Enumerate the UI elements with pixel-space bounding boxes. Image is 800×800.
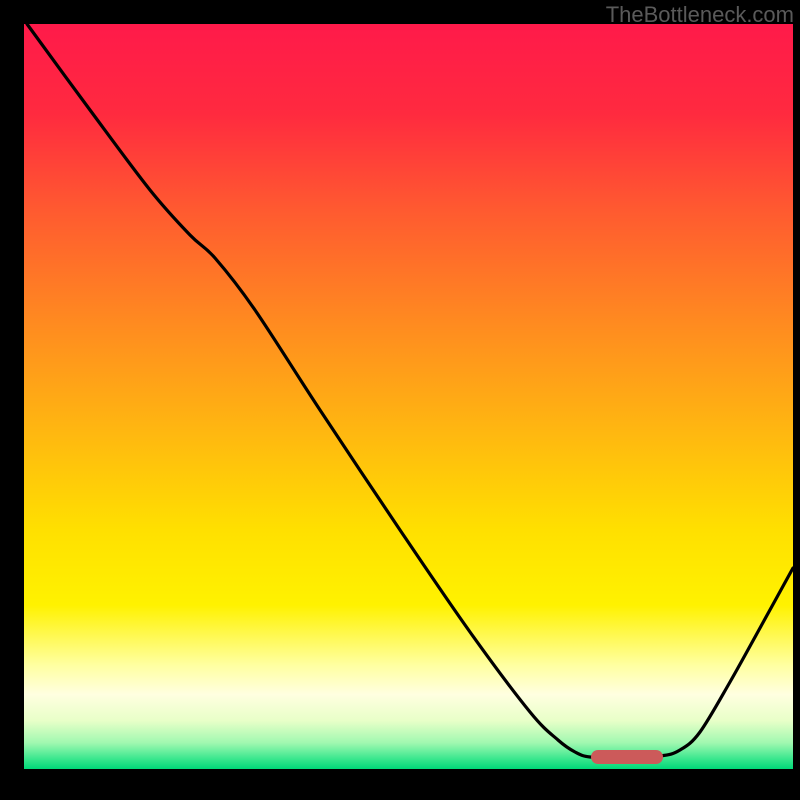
- x-axis: [12, 769, 793, 781]
- y-axis: [12, 24, 24, 781]
- chart-svg: [0, 0, 800, 800]
- plot-background: [24, 24, 793, 769]
- optimal-marker: [591, 750, 663, 764]
- watermark-text: TheBottleneck.com: [606, 2, 794, 28]
